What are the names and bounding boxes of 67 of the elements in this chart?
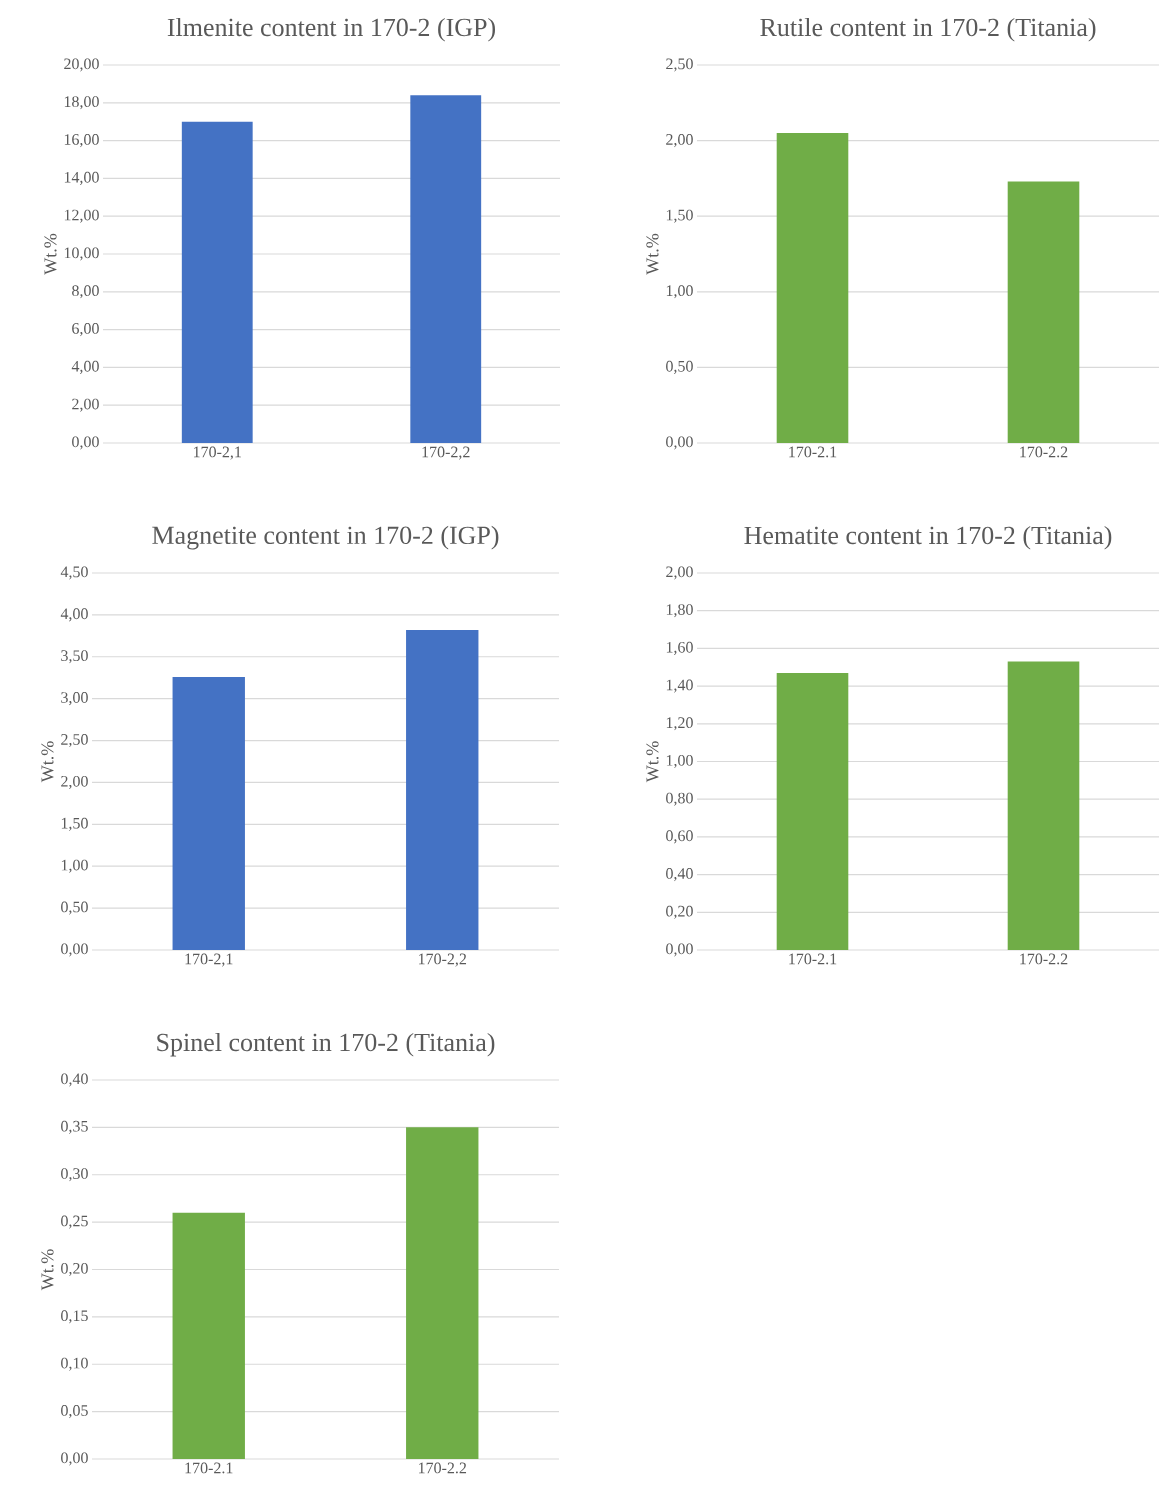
y-tick-label: 1,60: [666, 641, 693, 655]
y-axis-title: Wt.%: [41, 1249, 54, 1291]
y-tick-label: 1,00: [61, 859, 88, 873]
y-tick-label: 4,00: [71, 360, 99, 374]
y-axis-title: Wt.%: [646, 233, 659, 275]
chart-title: Rutile content in 170-2 (Titania): [760, 17, 1096, 42]
y-tick-label: 0,20: [666, 905, 693, 919]
y-tick-label: 0,00: [72, 436, 99, 450]
x-tick-label: 170-2,2: [418, 953, 467, 967]
y-tick-label: 1,20: [666, 717, 693, 731]
y-tick-label: 12,00: [64, 209, 99, 223]
y-tick-label: 0,50: [666, 360, 693, 374]
y-tick-label: 1,00: [666, 754, 693, 769]
x-tick-label: 170-2,2: [422, 446, 470, 460]
y-tick-label: 3,50: [61, 650, 88, 664]
y-tick-label: 1,00: [666, 285, 693, 299]
y-tick-label: 1,80: [666, 604, 693, 618]
y-tick-label: 2,50: [666, 58, 693, 72]
chart-title: Magnetite content in 170-2 (IGP): [152, 525, 499, 550]
y-tick-label: 0,00: [666, 943, 693, 957]
y-tick-label: 1,50: [61, 817, 88, 831]
y-tick-label: 0,50: [61, 901, 88, 915]
x-tick-label: 170-2,1: [194, 446, 241, 460]
y-tick-label: 0,20: [61, 1262, 88, 1277]
y-tick-label: 0,15: [61, 1310, 88, 1324]
y-tick-label: 4,00: [60, 608, 88, 622]
y-tick-label: 0,35: [61, 1120, 88, 1134]
y-tick-label: 2,00: [61, 775, 88, 789]
y-tick-label: 0,60: [666, 830, 693, 844]
chart-title: Hematite content in 170-2 (Titania): [744, 525, 1112, 550]
y-tick-label: 0,00: [61, 943, 88, 957]
y-axis-title: Wt.%: [41, 741, 54, 783]
y-tick-label: 0,40: [666, 868, 693, 882]
y-tick-label: 2,00: [666, 566, 693, 580]
x-tick-label: 170-2.2: [1020, 446, 1068, 458]
y-tick-label: 6,00: [72, 323, 99, 337]
y-tick-label: 3,00: [61, 692, 88, 706]
y-tick-label: 0,25: [61, 1215, 88, 1229]
chart-title: Spinel content in 170-2 (Titania): [157, 1032, 495, 1057]
y-tick-label: 0,30: [61, 1168, 88, 1182]
x-tick-label: 170-2.1: [789, 446, 837, 458]
y-tick-label: 16,00: [64, 134, 99, 148]
x-tick-label: 170-2.2: [1020, 953, 1068, 965]
x-tick-label: 170-2.1: [789, 953, 837, 965]
y-tick-label: 4,50: [60, 566, 88, 580]
y-tick-label: 2,00: [666, 134, 693, 148]
y-tick-label: 0,00: [666, 436, 693, 450]
y-tick-label: 0,80: [666, 792, 693, 806]
y-tick-label: 1,50: [666, 209, 693, 223]
y-tick-label: 0,40: [61, 1073, 88, 1087]
y-tick-label: 8,00: [72, 285, 99, 299]
y-tick-label: 2,00: [72, 398, 99, 412]
y-tick-label: 0,05: [61, 1405, 88, 1419]
y-tick-label: 2,50: [61, 734, 88, 748]
y-tick-label: 1,40: [666, 679, 693, 693]
y-tick-label: 0,10: [61, 1357, 88, 1371]
y-axis-title: Wt.%: [646, 741, 659, 783]
y-tick-label: 0,00: [61, 1452, 88, 1466]
y-axis-title: Wt.%: [44, 233, 57, 275]
y-tick-label: 14,00: [64, 171, 99, 185]
chart-title: Ilmenite content in 170-2 (IGP): [167, 17, 496, 42]
x-tick-label: 170-2.1: [185, 1462, 233, 1474]
y-tick-label: 20,00: [64, 58, 99, 72]
x-tick-label: 170-2.2: [418, 1462, 467, 1474]
y-tick-label: 18,00: [64, 96, 99, 110]
y-tick-label: 10,00: [64, 247, 99, 261]
x-tick-label: 170-2,1: [185, 953, 233, 967]
